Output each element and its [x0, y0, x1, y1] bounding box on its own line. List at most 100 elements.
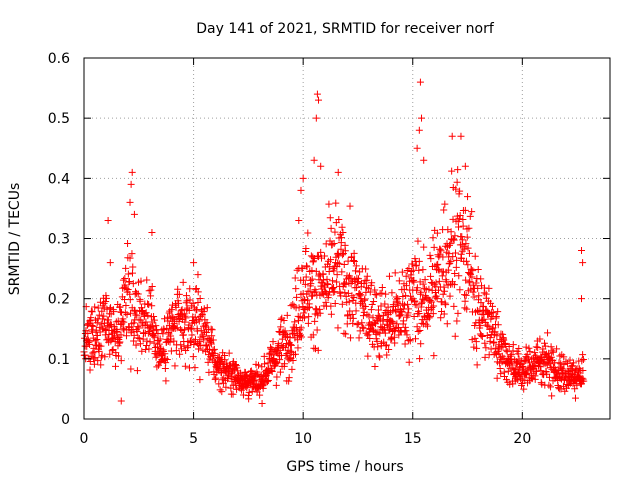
data-point: [368, 279, 376, 287]
data-point: [375, 352, 383, 360]
data-point: [505, 342, 513, 350]
data-point: [171, 362, 179, 370]
data-point: [497, 370, 505, 378]
data-point: [143, 276, 151, 284]
data-point: [142, 341, 150, 349]
data-point: [312, 288, 320, 296]
data-point: [484, 322, 492, 330]
data-point: [556, 374, 564, 382]
data-point: [188, 331, 196, 339]
data-point: [84, 321, 92, 329]
data-point: [149, 322, 157, 330]
data-point: [85, 340, 93, 348]
data-point: [342, 330, 350, 338]
data-point: [245, 395, 253, 403]
data-point: [133, 311, 141, 319]
data-point: [330, 284, 338, 292]
data-point: [578, 247, 586, 255]
data-point: [490, 338, 498, 346]
data-point: [285, 374, 293, 382]
data-point: [362, 265, 370, 273]
data-point: [301, 314, 309, 322]
data-point: [545, 349, 553, 357]
data-point: [145, 345, 153, 353]
data-point: [445, 250, 453, 258]
data-point: [383, 351, 391, 359]
data-point: [448, 167, 456, 175]
data-point: [138, 347, 146, 355]
data-point: [411, 297, 419, 305]
data-point: [451, 232, 459, 240]
data-point: [467, 265, 475, 273]
data-point: [403, 331, 411, 339]
data-point: [256, 391, 264, 399]
data-point: [194, 271, 202, 279]
data-point: [327, 302, 335, 310]
data-point: [394, 301, 402, 309]
data-point: [313, 326, 321, 334]
data-point: [440, 310, 448, 318]
data-point: [218, 388, 226, 396]
data-point: [358, 319, 366, 327]
data-point: [97, 342, 105, 350]
data-point: [277, 323, 285, 331]
data-point: [386, 323, 394, 331]
data-point: [417, 340, 425, 348]
data-point: [313, 252, 321, 260]
data-point: [133, 289, 141, 297]
data-point: [316, 305, 324, 313]
data-point: [562, 358, 570, 366]
data-point: [463, 233, 471, 241]
data-point: [199, 333, 207, 341]
data-point: [476, 322, 484, 330]
chart-title: Day 141 of 2021, SRMTID for receiver nor…: [196, 21, 495, 37]
data-point: [159, 330, 167, 338]
data-point: [130, 331, 138, 339]
data-point: [89, 322, 97, 330]
data-point: [311, 317, 319, 325]
data-point: [333, 250, 341, 258]
data-point: [181, 362, 189, 370]
data-point: [570, 359, 578, 367]
data-point: [456, 286, 464, 294]
data-point: [90, 348, 98, 356]
data-point: [210, 345, 218, 353]
data-point: [462, 240, 470, 248]
data-point: [404, 300, 412, 308]
data-point: [301, 280, 309, 288]
data-point: [91, 337, 99, 345]
data-point: [185, 307, 193, 315]
data-point: [382, 290, 390, 298]
data-point: [475, 292, 483, 300]
data-point: [371, 286, 379, 294]
data-point: [401, 323, 409, 331]
data-point: [547, 383, 555, 391]
data-point: [500, 336, 508, 344]
data-point: [369, 314, 377, 322]
data-point: [112, 362, 120, 370]
data-point: [134, 290, 142, 298]
data-point: [457, 132, 465, 140]
data-point: [94, 357, 102, 365]
data-point: [269, 338, 277, 346]
data-point: [231, 360, 239, 368]
data-point: [464, 193, 472, 201]
data-point: [134, 323, 142, 331]
data-point: [402, 327, 410, 335]
data-point: [310, 344, 318, 352]
data-point: [511, 369, 519, 377]
data-point: [421, 276, 429, 284]
data-point: [455, 223, 463, 231]
data-point: [291, 274, 299, 282]
data-point: [365, 312, 373, 320]
data-point: [155, 361, 163, 369]
data-point: [327, 310, 335, 318]
data-point: [429, 234, 437, 242]
data-point: [191, 313, 199, 321]
data-point: [233, 385, 241, 393]
data-point: [125, 277, 133, 285]
data-point: [464, 244, 472, 252]
data-point: [150, 316, 158, 324]
data-point: [168, 306, 176, 314]
data-point: [513, 359, 521, 367]
